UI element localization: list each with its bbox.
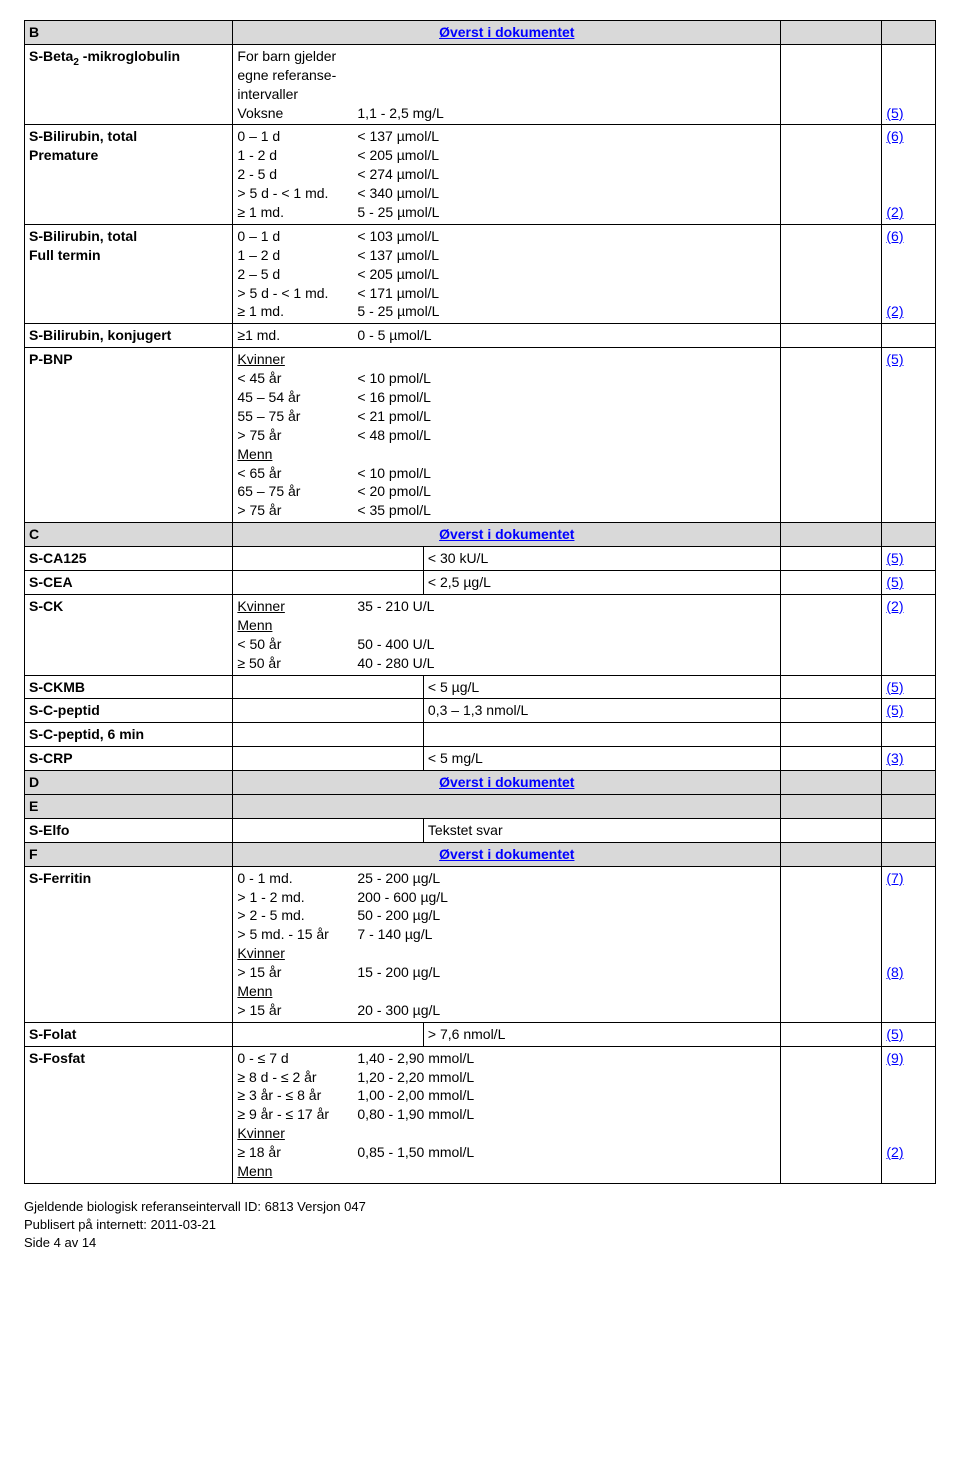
folat-val: > 7,6 nmol/L xyxy=(423,1022,780,1046)
ref-beta2[interactable]: (5) xyxy=(886,105,903,121)
section-header-d: D Øverst i dokumentet xyxy=(25,771,936,795)
analyte-folat: S-Folat xyxy=(25,1022,233,1046)
ref-crp[interactable]: (3) xyxy=(886,750,903,766)
row-bili-konj: S-Bilirubin, konjugert ≥1 md.0 - 5 µmol/… xyxy=(25,324,936,348)
section-header-f: F Øverst i dokumentet xyxy=(25,842,936,866)
header-c-label: C xyxy=(25,523,233,547)
ref-fosfat-2[interactable]: (2) xyxy=(886,1144,903,1160)
ref-ferritin-2[interactable]: (8) xyxy=(886,964,903,980)
footer-line-2: Publisert på internett: 2011-03-21 xyxy=(24,1216,936,1234)
header-d-label: D xyxy=(25,771,233,795)
nav-link-top-f[interactable]: Øverst i dokumentet xyxy=(439,846,574,862)
row-folat: S-Folat > 7,6 nmol/L (5) xyxy=(25,1022,936,1046)
analyte-ca125: S-CA125 xyxy=(25,547,233,571)
bili-full-sub: Full termin xyxy=(29,246,228,265)
row-bili-prem: S-Bilirubin, total Premature 0 – 1 d< 13… xyxy=(25,125,936,224)
ref-ck[interactable]: (2) xyxy=(886,598,903,614)
analyte-cpeptid: S-C-peptid xyxy=(25,699,233,723)
analyte-bili-full: S-Bilirubin, total xyxy=(29,227,228,246)
analyte-beta2: S-Beta2 -mikroglobulin xyxy=(25,44,233,125)
page-footer: Gjeldende biologisk referanseintervall I… xyxy=(24,1198,936,1253)
row-ckmb: S-CKMB < 5 µg/L (5) xyxy=(25,675,936,699)
row-fosfat: S-Fosfat 0 - ≤ 7 d1,40 - 2,90 mmol/L ≥ 8… xyxy=(25,1046,936,1183)
crp-val: < 5 mg/L xyxy=(423,747,780,771)
ref-bili-prem-1[interactable]: (6) xyxy=(886,128,903,144)
row-ck: S-CK Kvinner35 - 210 U/L Menn < 50 år50 … xyxy=(25,594,936,675)
nav-link-top-c[interactable]: Øverst i dokumentet xyxy=(439,526,574,542)
nav-link-top[interactable]: Øverst i dokumentet xyxy=(439,24,574,40)
row-ca125: S-CA125 < 30 kU/L (5) xyxy=(25,547,936,571)
header-b-label: B xyxy=(25,21,233,45)
section-header-c: C Øverst i dokumentet xyxy=(25,523,936,547)
analyte-fosfat: S-Fosfat xyxy=(25,1046,233,1183)
elfo-val: Tekstet svar xyxy=(423,818,780,842)
pbnp-kvinner: Kvinner xyxy=(237,351,284,367)
beta2-desc1: For barn gjelder xyxy=(237,47,776,66)
pbnp-menn: Menn xyxy=(237,446,272,462)
cea-val: < 2,5 µg/L xyxy=(423,571,780,595)
row-beta2: S-Beta2 -mikroglobulin For barn gjelder … xyxy=(25,44,936,125)
beta2-desc2: egne referanse- xyxy=(237,66,776,85)
analyte-ferritin: S-Ferritin xyxy=(25,866,233,1022)
ref-pbnp[interactable]: (5) xyxy=(886,351,903,367)
section-header-b: B Øverst i dokumentet xyxy=(25,21,936,45)
row-ferritin: S-Ferritin 0 - 1 md.25 - 200 µg/L > 1 - … xyxy=(25,866,936,1022)
analyte-cea: S-CEA xyxy=(25,571,233,595)
analyte-elfo: S-Elfo xyxy=(25,818,233,842)
ref-ferritin-1[interactable]: (7) xyxy=(886,870,903,886)
row-bili-full: S-Bilirubin, total Full termin 0 – 1 d< … xyxy=(25,224,936,323)
ref-ca125[interactable]: (5) xyxy=(886,550,903,566)
row-cpeptid: S-C-peptid 0,3 – 1,3 nmol/L (5) xyxy=(25,699,936,723)
header-e-label: E xyxy=(25,794,233,818)
row-pbnp: P-BNP Kvinner < 45 år< 10 pmol/L 45 – 54… xyxy=(25,348,936,523)
ref-bili-full-2[interactable]: (2) xyxy=(886,303,903,319)
row-elfo: S-Elfo Tekstet svar xyxy=(25,818,936,842)
nav-link-top-d[interactable]: Øverst i dokumentet xyxy=(439,774,574,790)
analyte-bili-prem: S-Bilirubin, total xyxy=(29,127,228,146)
row-cpeptid6: S-C-peptid, 6 min xyxy=(25,723,936,747)
row-cea: S-CEA < 2,5 µg/L (5) xyxy=(25,571,936,595)
ref-cpeptid[interactable]: (5) xyxy=(886,702,903,718)
ca125-val: < 30 kU/L xyxy=(423,547,780,571)
ref-fosfat-1[interactable]: (9) xyxy=(886,1050,903,1066)
ref-folat[interactable]: (5) xyxy=(886,1026,903,1042)
beta2-voksne: Voksne xyxy=(237,104,357,123)
beta2-desc3: intervaller xyxy=(237,85,776,104)
analyte-pbnp: P-BNP xyxy=(25,348,233,523)
row-crp: S-CRP < 5 mg/L (3) xyxy=(25,747,936,771)
ref-bili-prem-2[interactable]: (2) xyxy=(886,204,903,220)
analyte-cpeptid6: S-C-peptid, 6 min xyxy=(25,723,233,747)
beta2-val: 1,1 - 2,5 mg/L xyxy=(357,104,776,123)
ref-cea[interactable]: (5) xyxy=(886,574,903,590)
ckmb-val: < 5 µg/L xyxy=(423,675,780,699)
footer-line-1: Gjeldende biologisk referanseintervall I… xyxy=(24,1198,936,1216)
reference-table: B Øverst i dokumentet S-Beta2 -mikroglob… xyxy=(24,20,936,1184)
cpeptid-val: 0,3 – 1,3 nmol/L xyxy=(423,699,780,723)
header-f-label: F xyxy=(25,842,233,866)
bili-prem-sub: Premature xyxy=(29,146,228,165)
analyte-bili-konj: S-Bilirubin, konjugert xyxy=(25,324,233,348)
analyte-ck: S-CK xyxy=(25,594,233,675)
analyte-crp: S-CRP xyxy=(25,747,233,771)
ref-bili-full-1[interactable]: (6) xyxy=(886,228,903,244)
footer-line-3: Side 4 av 14 xyxy=(24,1234,936,1252)
ref-ckmb[interactable]: (5) xyxy=(886,679,903,695)
section-header-e: E xyxy=(25,794,936,818)
analyte-ckmb: S-CKMB xyxy=(25,675,233,699)
